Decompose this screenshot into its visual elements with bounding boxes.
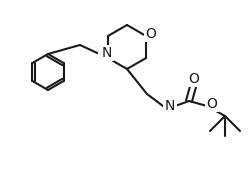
Text: N: N bbox=[100, 47, 110, 61]
Text: O: O bbox=[207, 97, 217, 111]
Text: N: N bbox=[102, 46, 112, 60]
Text: O: O bbox=[146, 27, 156, 41]
Text: O: O bbox=[188, 72, 199, 86]
Text: N: N bbox=[165, 99, 175, 113]
